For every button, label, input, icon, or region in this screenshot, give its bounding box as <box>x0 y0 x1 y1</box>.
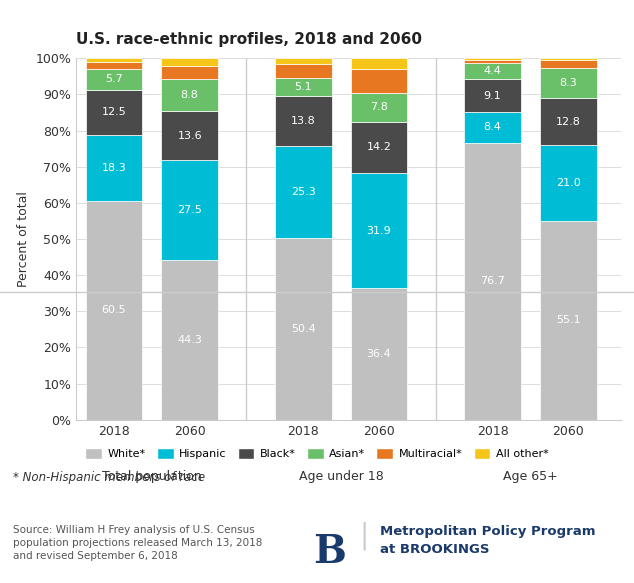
Bar <box>86 201 143 420</box>
Text: 50.4: 50.4 <box>291 324 316 333</box>
Bar <box>464 58 521 60</box>
Y-axis label: Percent of total: Percent of total <box>16 191 30 287</box>
Text: 13.6: 13.6 <box>178 131 202 141</box>
Bar <box>161 111 218 160</box>
Text: 76.7: 76.7 <box>480 276 505 286</box>
Bar <box>540 220 597 420</box>
Bar <box>540 68 597 99</box>
Text: 5.1: 5.1 <box>294 82 312 92</box>
Text: 55.1: 55.1 <box>556 315 581 325</box>
Bar <box>86 69 143 90</box>
Bar <box>351 121 408 173</box>
Text: 8.3: 8.3 <box>559 79 577 89</box>
Bar <box>161 58 218 65</box>
Bar <box>161 259 218 420</box>
Bar <box>351 288 408 420</box>
Text: 12.5: 12.5 <box>101 107 126 117</box>
Bar <box>540 99 597 145</box>
Bar <box>275 238 332 420</box>
Text: |: | <box>360 522 369 550</box>
Bar <box>351 69 408 93</box>
Bar <box>464 79 521 112</box>
Bar <box>161 160 218 259</box>
Bar <box>161 65 218 79</box>
Text: Age 65+: Age 65+ <box>503 470 558 483</box>
Text: 14.2: 14.2 <box>366 142 391 152</box>
Bar <box>275 146 332 238</box>
Bar <box>275 58 332 64</box>
Bar <box>86 90 143 135</box>
Text: 7.8: 7.8 <box>370 103 388 113</box>
Bar <box>161 79 218 111</box>
Bar <box>464 60 521 64</box>
Bar <box>464 112 521 142</box>
Bar <box>86 62 143 69</box>
Bar <box>464 142 521 420</box>
Text: 8.8: 8.8 <box>181 90 198 100</box>
Text: U.S. race-ethnic profiles, 2018 and 2060: U.S. race-ethnic profiles, 2018 and 2060 <box>76 33 422 47</box>
Bar <box>540 58 597 60</box>
Text: 44.3: 44.3 <box>178 335 202 345</box>
Text: 18.3: 18.3 <box>101 163 126 173</box>
Text: Total population: Total population <box>102 470 202 483</box>
Text: 9.1: 9.1 <box>484 91 501 101</box>
Bar <box>351 93 408 122</box>
Bar <box>464 64 521 79</box>
Text: B: B <box>313 533 346 571</box>
Bar <box>351 58 408 69</box>
Bar <box>275 64 332 78</box>
Bar <box>275 78 332 96</box>
Bar <box>86 58 143 62</box>
Text: 8.4: 8.4 <box>484 122 501 132</box>
Bar <box>351 173 408 288</box>
Text: Metropolitan Policy Program
at BROOKINGS: Metropolitan Policy Program at BROOKINGS <box>380 525 596 556</box>
Text: 13.8: 13.8 <box>291 116 316 126</box>
Text: * Non-Hispanic members of race: * Non-Hispanic members of race <box>13 471 205 484</box>
Text: 60.5: 60.5 <box>101 305 126 315</box>
Text: 21.0: 21.0 <box>556 178 581 188</box>
Bar <box>540 60 597 68</box>
Bar <box>86 135 143 201</box>
Text: 4.4: 4.4 <box>484 66 501 76</box>
Text: 31.9: 31.9 <box>366 226 391 236</box>
Bar <box>275 96 332 146</box>
Text: 5.7: 5.7 <box>105 75 123 85</box>
Text: Age under 18: Age under 18 <box>299 470 384 483</box>
Legend: White*, Hispanic, Black*, Asian*, Multiracial*, All other*: White*, Hispanic, Black*, Asian*, Multir… <box>81 444 553 463</box>
Text: 27.5: 27.5 <box>178 205 202 215</box>
Text: 36.4: 36.4 <box>366 349 391 359</box>
Text: 12.8: 12.8 <box>556 117 581 127</box>
Text: 25.3: 25.3 <box>291 187 316 197</box>
Text: Source: William H Frey analysis of U.S. Census
population projections released M: Source: William H Frey analysis of U.S. … <box>13 525 262 561</box>
Bar <box>540 145 597 220</box>
